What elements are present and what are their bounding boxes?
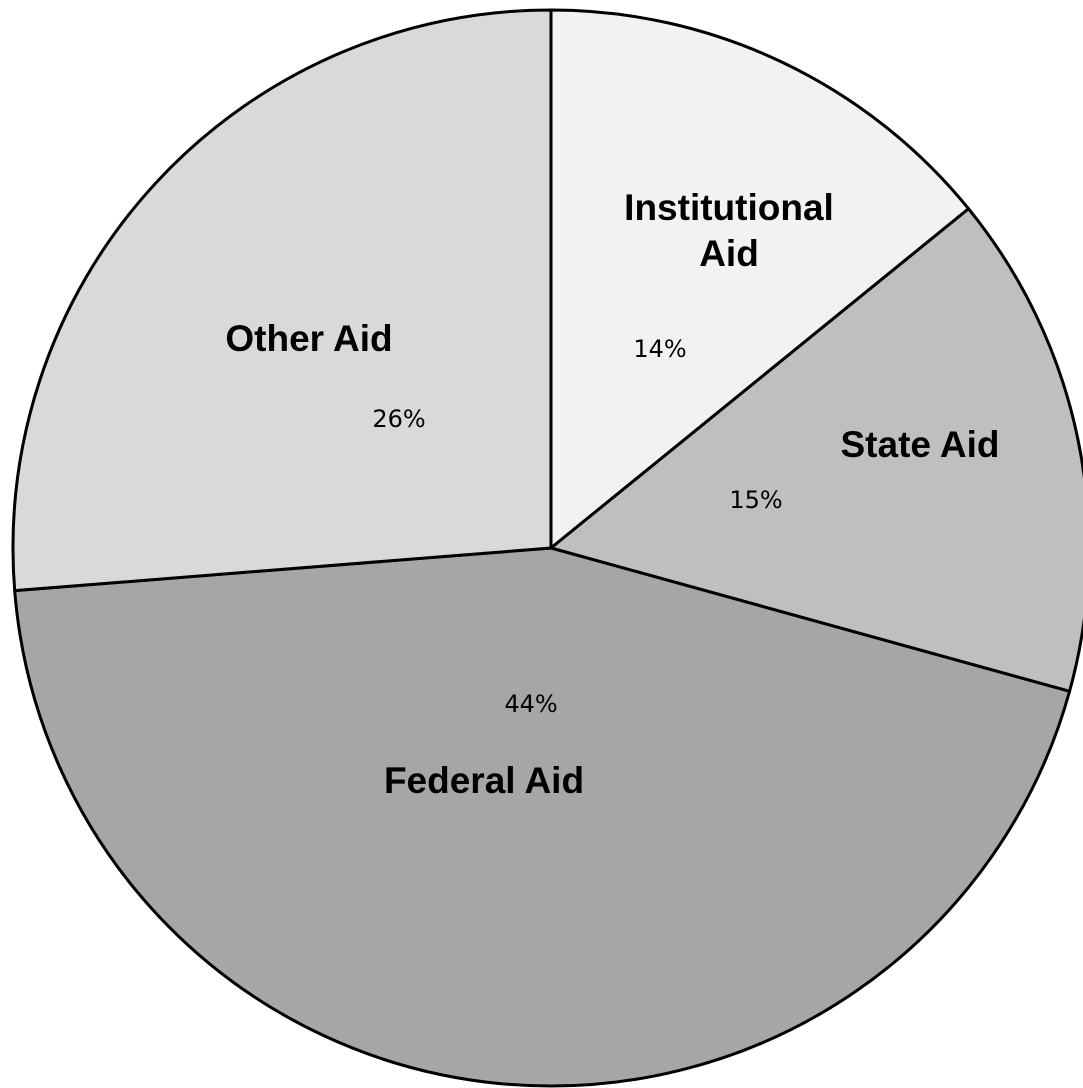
slice-label-institutional-aid-line-1: Institutional [624,187,834,228]
pie-slice-state-aid [549,207,1083,693]
pie-slice-federal-aid [13,546,1072,1088]
slice-percent-other-aid: 26% [372,405,425,433]
slice-percent-federal-aid: 44% [504,690,557,718]
slice-label-federal-aid: Federal Aid [384,760,584,801]
slice-label-institutional-aid-line-2: Aid [699,233,759,274]
slice-label-other-aid: Other Aid [225,318,392,359]
slice-percent-institutional-aid: 14% [633,335,686,363]
pie-slice-institutional-aid [549,8,971,550]
pie-slices [11,8,1083,1088]
slice-label-state-aid: State Aid [841,424,1000,465]
pie-slice-other-aid [11,8,553,593]
slice-percent-state-aid: 15% [729,486,782,514]
